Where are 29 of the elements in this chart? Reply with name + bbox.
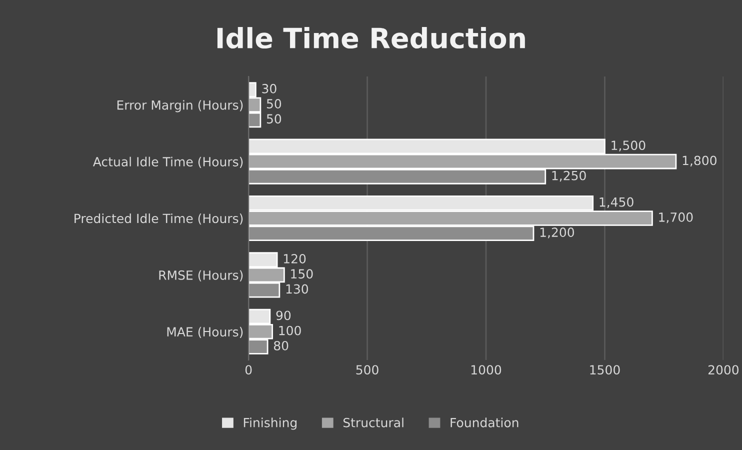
- x-tick-label: 1500: [590, 365, 620, 375]
- y-tick-label: Actual Idle Time (Hours): [92, 156, 243, 168]
- data-label: 1,800: [682, 156, 716, 166]
- data-label: 1,200: [540, 228, 574, 238]
- data-label: 90: [276, 310, 291, 320]
- x-tick-label: 1000: [471, 365, 502, 375]
- y-tick-label: RMSE (Hours): [159, 270, 243, 282]
- y-tick-label: Predicted Idle Time (Hours): [74, 214, 243, 225]
- data-label: 1,250: [552, 170, 586, 182]
- data-label: 1,450: [600, 197, 634, 208]
- y-tick-label: Error Margin (Hours): [117, 100, 243, 112]
- chart-title: Idle Time Reduction: [217, 27, 525, 49]
- x-tick-label: 500: [356, 365, 378, 375]
- legend-label: Finishing: [244, 418, 297, 430]
- legend-label: Foundation: [450, 418, 518, 428]
- y-tick-label: MAE (Hours): [167, 326, 243, 338]
- data-label: 120: [284, 254, 306, 264]
- data-label: 30: [262, 84, 276, 94]
- data-label: 150: [291, 269, 313, 279]
- data-label: 100: [279, 326, 301, 336]
- data-label: 1,700: [659, 212, 693, 224]
- data-label: 50: [266, 99, 282, 108]
- data-label: 1,500: [612, 140, 646, 152]
- data-label: 80: [274, 340, 288, 350]
- data-label: 50: [266, 114, 282, 124]
- legend-label: Structural: [343, 418, 404, 428]
- data-label: 130: [286, 284, 308, 294]
- x-tick-label: 0: [245, 365, 252, 375]
- x-tick-label: 2000: [708, 365, 739, 375]
